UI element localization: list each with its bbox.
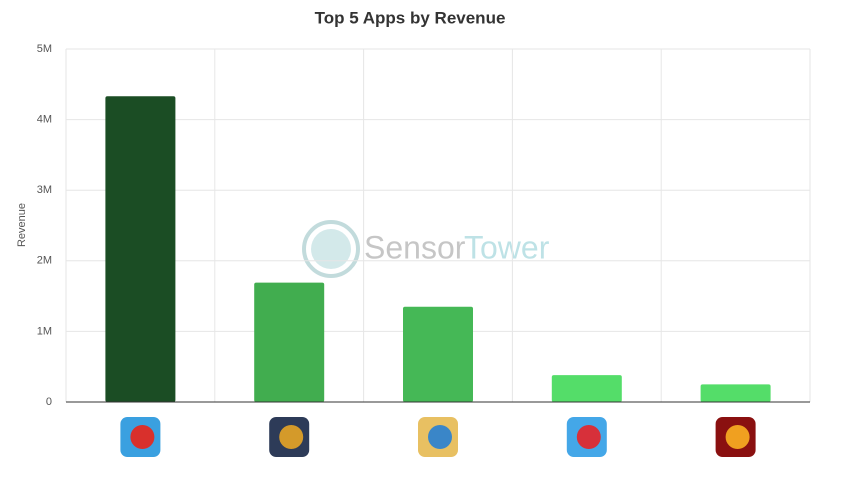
watermark-text: Sensor — [364, 229, 466, 265]
y-tick-label: 2M — [37, 255, 52, 267]
app-icon-detail — [130, 425, 155, 449]
y-tick-label: 0 — [46, 396, 52, 408]
y-tick-label: 4M — [37, 114, 52, 126]
bar — [403, 306, 473, 402]
bar — [551, 375, 622, 402]
bar — [105, 96, 176, 402]
watermark-text: Tower — [464, 229, 550, 265]
watermark-logo-inner — [311, 229, 351, 269]
y-axis-label: Revenue — [16, 203, 28, 247]
bar — [700, 384, 771, 402]
watermark: Sensor Tower — [302, 220, 550, 278]
app-icon-detail — [725, 425, 750, 449]
chart-title: Top 5 Apps by Revenue — [315, 8, 506, 27]
y-tick-label: 1M — [37, 325, 52, 337]
y-tick-label: 5M — [37, 43, 52, 55]
bar — [254, 282, 325, 402]
app-icon-detail — [279, 425, 304, 449]
watermark-logo — [302, 220, 360, 278]
app-icon-detail — [576, 425, 601, 449]
app-icon-detail — [428, 425, 452, 449]
y-tick-label: 3M — [37, 184, 52, 196]
